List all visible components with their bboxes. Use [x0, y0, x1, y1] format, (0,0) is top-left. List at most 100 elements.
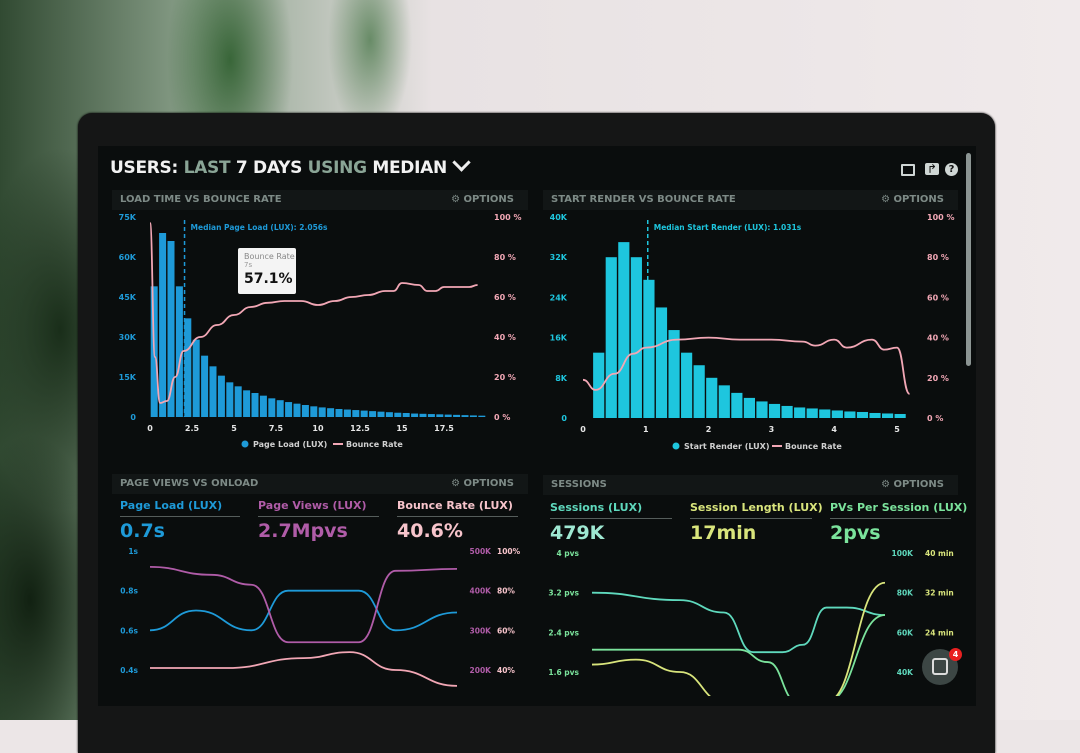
y-tick-label: 24K	[550, 293, 568, 302]
series-line	[150, 651, 458, 687]
histogram-bar	[781, 405, 793, 418]
x-tick-label: 3	[769, 425, 775, 434]
options-button[interactable]: ⚙ OPTIONS	[881, 479, 944, 490]
y2-tick-label: 100 %	[494, 213, 522, 222]
y-tick-label: 0	[130, 413, 136, 422]
metric-value: 2.7Mpvs	[258, 520, 348, 542]
histogram-bar	[681, 352, 693, 418]
options-label: OPTIONS	[463, 478, 514, 489]
y3-tick-label: 100%	[497, 547, 521, 556]
dashboard-title[interactable]: USERS: LAST 7 DAYS USING MEDIAN	[110, 153, 471, 178]
options-button[interactable]: ⚙ OPTIONS	[881, 194, 944, 205]
panel-header-sessions: SESSIONS ⚙ OPTIONS	[543, 475, 958, 495]
histogram-bar	[643, 279, 655, 418]
y-tick-label: 4 pvs	[556, 549, 579, 558]
y-tick-label: 15K	[119, 373, 137, 382]
y-tick-label: 2.4 pvs	[548, 628, 579, 637]
y3-tick-label: 60%	[497, 626, 515, 635]
help-icon[interactable]: ?	[945, 163, 958, 176]
metric-label: Session Length (LUX)	[690, 501, 823, 514]
y2-tick-label: 80K	[897, 589, 914, 598]
x-tick-label: 5	[231, 424, 237, 433]
options-label: OPTIONS	[893, 194, 944, 205]
metric-label: Bounce Rate (LUX)	[397, 499, 513, 512]
histogram-bar	[159, 233, 167, 417]
tooltip-sub: 7s	[244, 261, 253, 269]
histogram-bar	[831, 410, 843, 418]
histogram-bar	[276, 400, 284, 417]
histogram-bar	[192, 339, 200, 417]
bounce-rate-line	[149, 222, 478, 404]
options-button[interactable]: ⚙ OPTIONS	[451, 194, 514, 205]
histogram-bar	[251, 393, 259, 417]
y2-tick-label: 60 %	[927, 293, 949, 302]
y-tick-label: 1.6 pvs	[548, 668, 579, 677]
y2-tick-label: 20 %	[927, 374, 949, 383]
title-part: MEDIAN	[372, 158, 447, 178]
y2-tick-label: 40 %	[494, 333, 516, 342]
tooltip-value: 57.1%	[244, 271, 293, 287]
y2-tick-label: 500K	[470, 547, 493, 556]
histogram-bar	[259, 395, 267, 417]
histogram-bar	[411, 413, 419, 417]
panel-title: LOAD TIME VS BOUNCE RATE	[120, 194, 282, 205]
histogram-bar	[167, 241, 175, 417]
y2-tick-label: 300K	[470, 626, 493, 635]
histogram-bar	[318, 407, 326, 417]
histogram-bar	[436, 414, 444, 417]
dashboard-screen	[98, 146, 976, 706]
histogram-bar	[419, 413, 427, 417]
x-tick-label: 2	[706, 425, 712, 434]
divider	[258, 516, 379, 517]
title-part: LAST	[183, 158, 231, 178]
y2-tick-label: 0 %	[927, 414, 943, 423]
divider	[690, 518, 812, 519]
median-label: Median Start Render (LUX): 1.031s	[654, 223, 802, 232]
y3-tick-label: 32 min	[925, 589, 954, 598]
x-tick-label: 0	[147, 424, 153, 433]
y2-tick-label: 200K	[470, 666, 493, 675]
panel-header-render: START RENDER VS BOUNCE RATE ⚙ OPTIONS	[543, 190, 958, 210]
legend-marker	[672, 442, 680, 450]
x-tick-label: 2.5	[185, 424, 200, 433]
legend-label: Start Render (LUX)	[684, 442, 770, 451]
y2-tick-label: 60K	[897, 628, 914, 637]
y-tick-label: 0.8s	[120, 587, 138, 596]
y2-tick-label: 20 %	[494, 373, 516, 382]
histogram-bar	[394, 412, 402, 417]
options-button[interactable]: ⚙ OPTIONS	[451, 478, 514, 489]
histogram-bar	[882, 413, 894, 418]
histogram-bar	[856, 411, 869, 418]
share-icon[interactable]: ↱	[925, 162, 939, 176]
scrollbar[interactable]	[966, 153, 971, 366]
histogram-bar	[453, 414, 461, 417]
histogram-bar	[869, 412, 881, 418]
histogram-bar	[756, 401, 768, 418]
bounce-rate-line	[582, 336, 911, 395]
panel-title: PAGE VIEWS VS ONLOAD	[120, 478, 259, 489]
y2-tick-label: 80 %	[927, 253, 949, 262]
divider	[550, 518, 672, 519]
title-part: 7 DAYS	[235, 158, 303, 178]
y-tick-label: 30K	[119, 333, 137, 342]
metric-value: 17min	[690, 522, 757, 544]
y2-tick-label: 400K	[470, 587, 493, 596]
x-tick-label: 17.5	[434, 424, 454, 433]
histogram-bar	[605, 257, 617, 418]
title-part: USERS:	[110, 158, 178, 178]
histogram-bar	[327, 408, 335, 417]
y-tick-label: 8K	[555, 374, 568, 383]
histogram-bar	[377, 411, 385, 417]
histogram-bar	[894, 413, 906, 418]
histogram-bar	[806, 408, 818, 418]
monitor-icon[interactable]	[901, 164, 915, 176]
histogram-bar	[385, 412, 393, 417]
y2-tick-label: 100 %	[927, 213, 955, 222]
metric-value: 0.7s	[120, 520, 165, 542]
histogram-bar	[226, 382, 234, 417]
histogram-bar	[234, 386, 242, 417]
panel-header-load: LOAD TIME VS BOUNCE RATE ⚙ OPTIONS	[112, 190, 528, 210]
histogram-bar	[668, 330, 680, 418]
bounce-tooltip: Bounce Rate 7s 57.1%	[238, 248, 296, 294]
